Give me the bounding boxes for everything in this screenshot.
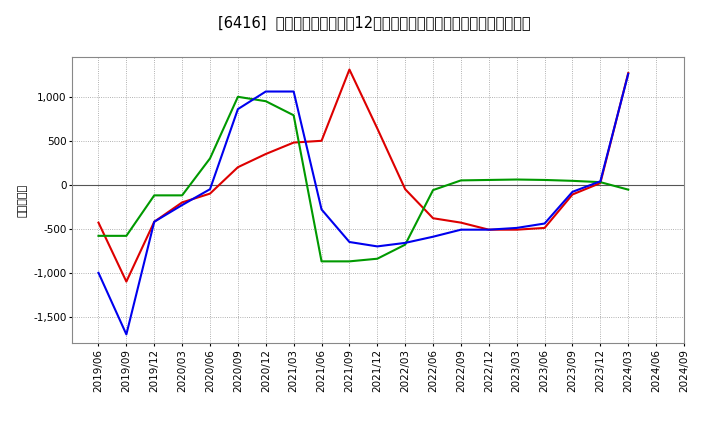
投資CF xyxy=(206,156,215,161)
フリーCF xyxy=(206,187,215,192)
営業CF xyxy=(206,191,215,196)
投資CF xyxy=(513,177,521,182)
フリーCF xyxy=(289,89,298,94)
営業CF xyxy=(401,187,410,192)
営業CF xyxy=(624,70,633,76)
投資CF xyxy=(318,259,326,264)
Text: [6416]  キャッシュフローの12か月移動合計の対前年同期増減額の推移: [6416] キャッシュフローの12か月移動合計の対前年同期増減額の推移 xyxy=(218,15,531,30)
フリーCF xyxy=(178,202,186,208)
営業CF xyxy=(94,220,103,225)
営業CF xyxy=(456,220,465,225)
フリーCF xyxy=(624,71,633,77)
投資CF xyxy=(485,177,493,183)
投資CF xyxy=(624,187,633,192)
Line: 営業CF: 営業CF xyxy=(99,70,629,282)
営業CF xyxy=(318,138,326,143)
営業CF xyxy=(485,227,493,232)
投資CF xyxy=(540,177,549,183)
営業CF xyxy=(596,180,605,186)
営業CF xyxy=(289,140,298,145)
投資CF xyxy=(568,178,577,183)
投資CF xyxy=(122,233,131,238)
投資CF xyxy=(373,256,382,261)
フリーCF xyxy=(596,179,605,184)
Line: フリーCF: フリーCF xyxy=(99,74,629,334)
投資CF xyxy=(596,180,605,185)
営業CF xyxy=(122,279,131,284)
投資CF xyxy=(233,94,242,99)
フリーCF xyxy=(540,221,549,226)
フリーCF xyxy=(150,219,158,224)
フリーCF xyxy=(513,225,521,231)
営業CF xyxy=(568,192,577,197)
フリーCF xyxy=(318,207,326,212)
営業CF xyxy=(233,165,242,170)
フリーCF xyxy=(94,270,103,275)
投資CF xyxy=(401,242,410,247)
Line: 投資CF: 投資CF xyxy=(99,97,629,261)
フリーCF xyxy=(485,227,493,232)
営業CF xyxy=(513,227,521,232)
営業CF xyxy=(345,67,354,72)
営業CF xyxy=(428,216,437,221)
営業CF xyxy=(373,126,382,131)
フリーCF xyxy=(401,240,410,246)
フリーCF xyxy=(261,89,270,94)
Y-axis label: （百万円）: （百万円） xyxy=(17,183,27,217)
フリーCF xyxy=(122,332,131,337)
投資CF xyxy=(289,113,298,118)
営業CF xyxy=(178,200,186,205)
投資CF xyxy=(178,193,186,198)
投資CF xyxy=(345,259,354,264)
投資CF xyxy=(261,99,270,104)
営業CF xyxy=(150,219,158,224)
フリーCF xyxy=(233,106,242,112)
フリーCF xyxy=(428,234,437,239)
投資CF xyxy=(150,193,158,198)
フリーCF xyxy=(345,239,354,245)
投資CF xyxy=(94,233,103,238)
投資CF xyxy=(456,178,465,183)
営業CF xyxy=(261,151,270,157)
フリーCF xyxy=(568,189,577,194)
営業CF xyxy=(540,225,549,231)
投資CF xyxy=(428,187,437,193)
フリーCF xyxy=(373,244,382,249)
フリーCF xyxy=(456,227,465,232)
